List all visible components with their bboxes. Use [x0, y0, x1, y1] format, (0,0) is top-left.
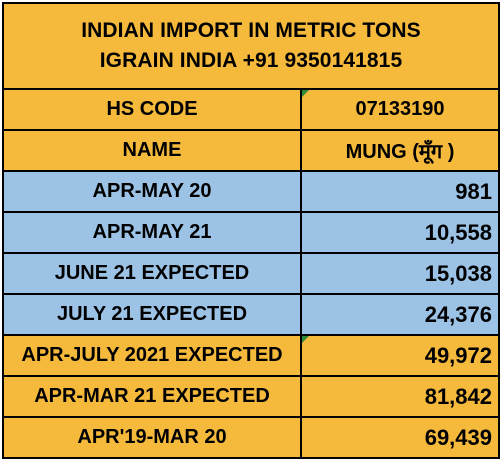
table-row: APR-MAR 21 EXPECTED 81,842 — [2, 375, 500, 418]
row-label: JULY 21 EXPECTED — [2, 293, 302, 336]
row-value: 981 — [300, 170, 500, 213]
row-value: 24,376 — [300, 293, 500, 336]
title-row: INDIAN IMPORT IN METRIC TONS IGRAIN INDI… — [2, 2, 500, 90]
table-row: APR-MAY 21 10,558 — [2, 211, 500, 254]
table-row: JUNE 21 EXPECTED 15,038 — [2, 252, 500, 295]
row-label: APR-MAY 20 — [2, 170, 302, 213]
row-value: 81,842 — [300, 375, 500, 418]
comment-marker-icon — [303, 337, 309, 343]
row-value: 49,972 — [424, 342, 492, 368]
table-subtitle: IGRAIN INDIA +91 9350141815 — [99, 49, 403, 72]
table-row: APR'19-MAR 20 69,439 — [2, 416, 500, 459]
row-label: APR-JULY 2021 EXPECTED — [2, 334, 302, 377]
row-value: 69,439 — [300, 416, 500, 459]
title-cell: INDIAN IMPORT IN METRIC TONS IGRAIN INDI… — [2, 2, 500, 90]
row-value-cell: 07133190 — [300, 88, 500, 131]
row-value: 15,038 — [300, 252, 500, 295]
table-row-hs-code: HS CODE 07133190 — [2, 88, 500, 131]
row-label: APR-MAY 21 — [2, 211, 302, 254]
table-row: APR-JULY 2021 EXPECTED 49,972 — [2, 334, 500, 377]
comment-marker-icon — [303, 91, 309, 97]
row-label: NAME — [2, 129, 302, 172]
table-title: INDIAN IMPORT IN METRIC TONS — [81, 19, 421, 42]
row-label: APR'19-MAR 20 — [2, 416, 302, 459]
table-row: APR-MAY 20 981 — [2, 170, 500, 213]
row-value: 07133190 — [355, 98, 445, 120]
table-row-name: NAME MUNG (मूँग ) — [2, 129, 500, 172]
row-value: 10,558 — [300, 211, 500, 254]
row-value-cell: 49,972 — [300, 334, 500, 377]
row-label: JUNE 21 EXPECTED — [2, 252, 302, 295]
row-label: APR-MAR 21 EXPECTED — [2, 375, 302, 418]
row-label: HS CODE — [2, 88, 302, 131]
row-value: MUNG (मूँग ) — [300, 129, 500, 172]
table-row: JULY 21 EXPECTED 24,376 — [2, 293, 500, 336]
